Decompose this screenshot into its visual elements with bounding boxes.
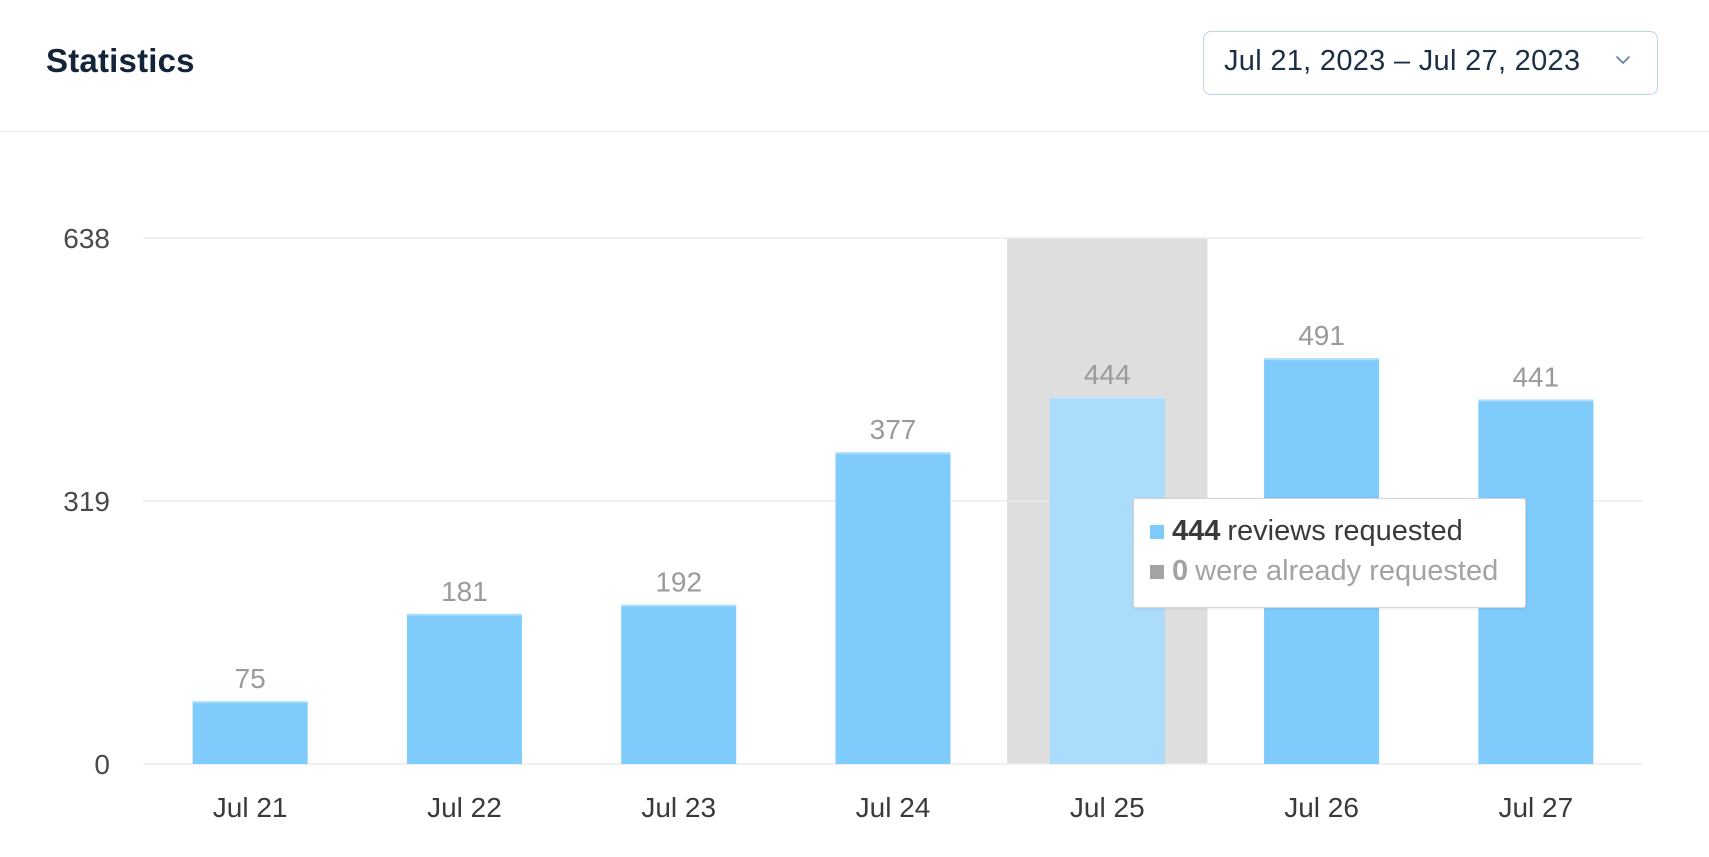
x-tick-label: Jul 27	[1498, 792, 1573, 823]
bar-jul-24	[835, 453, 951, 764]
y-tick-label: 319	[63, 486, 110, 517]
bar-cap	[406, 613, 522, 616]
data-label: 75	[235, 663, 266, 694]
x-tick-label: Jul 26	[1284, 792, 1359, 823]
bar-cap	[1049, 396, 1165, 399]
reviews-swatch	[1150, 524, 1164, 539]
x-tick-label: Jul 25	[1070, 792, 1145, 823]
tooltip-reviews-value: 444	[1172, 515, 1221, 547]
bar-cap	[621, 604, 737, 607]
page-title: Statistics	[46, 42, 195, 79]
bar-jul-23	[621, 605, 737, 764]
data-label: 441	[1512, 361, 1559, 392]
bar-cap	[835, 452, 951, 455]
data-label: 491	[1298, 320, 1345, 351]
tooltip-already-text: were already requested	[1195, 555, 1499, 587]
bar-jul-22	[406, 614, 522, 764]
bar-jul-21	[192, 702, 308, 764]
data-label: 181	[441, 576, 488, 607]
y-tick-label: 638	[63, 223, 110, 254]
x-tick-label: Jul 24	[856, 792, 931, 823]
tooltip-reviews-text: reviews requested	[1227, 515, 1463, 547]
bar-cap	[1478, 399, 1594, 402]
tooltip-row-already: 0 were already requested	[1150, 555, 1498, 588]
date-range-value: Jul 21, 2023 – Jul 27, 2023	[1224, 45, 1581, 77]
bar-cap	[192, 701, 308, 704]
bar-chart: 638 319 0 75 Jul 21 181 Jul 22 192 Jul 23 377 Jul …	[63, 223, 1643, 823]
already-swatch	[1150, 564, 1164, 579]
x-tick-label: Jul 23	[641, 792, 716, 823]
tooltip-row-reviews: 444 reviews requested	[1150, 515, 1463, 548]
tooltip-already-value: 0	[1172, 555, 1189, 587]
y-tick-label: 0	[94, 749, 110, 780]
bar-cap	[1264, 358, 1380, 361]
header: Statistics Jul 21, 2023 – Jul 27, 2023	[0, 0, 1709, 132]
chevron-down-icon	[1616, 56, 1630, 64]
x-tick-label: Jul 21	[213, 792, 288, 823]
chart-tooltip: 444 reviews requested 0 were already req…	[1133, 498, 1526, 608]
date-range-picker[interactable]: Jul 21, 2023 – Jul 27, 2023	[1203, 31, 1658, 95]
x-tick-label: Jul 22	[427, 792, 502, 823]
data-label: 377	[870, 414, 917, 445]
data-label: 192	[655, 567, 702, 598]
data-label: 444	[1084, 359, 1131, 390]
